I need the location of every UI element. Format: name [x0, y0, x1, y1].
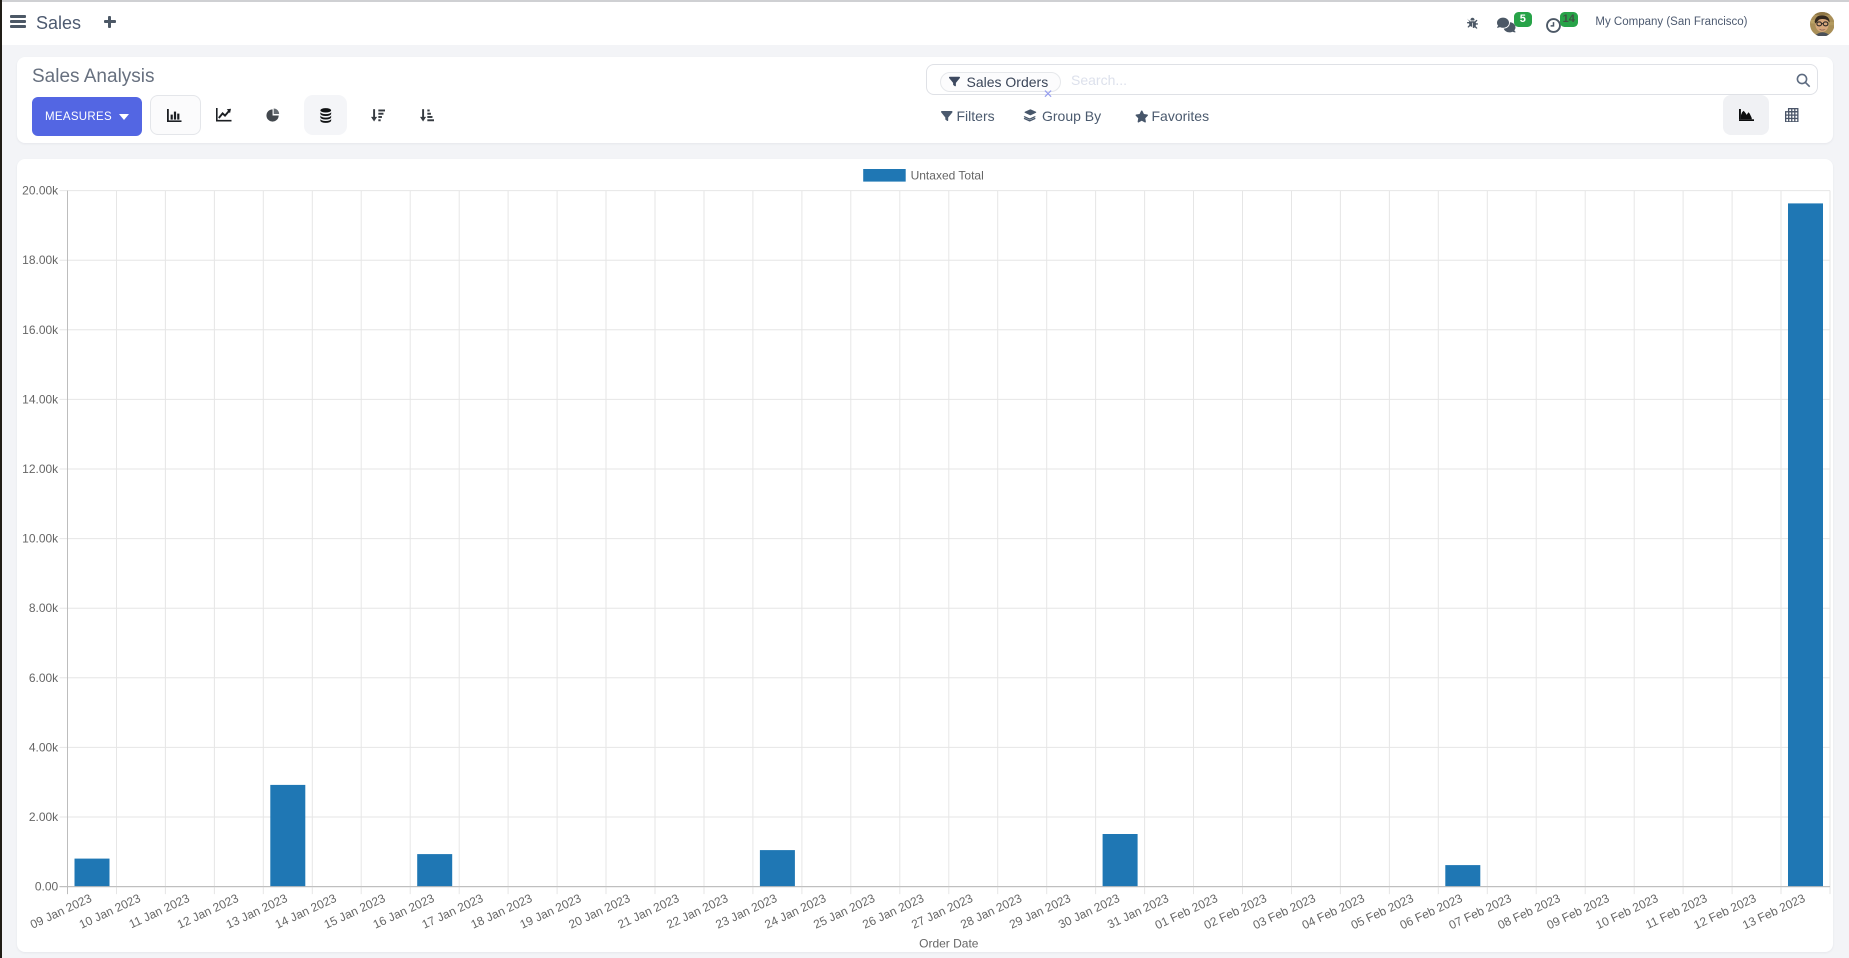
- svg-text:4.00k: 4.00k: [29, 740, 59, 754]
- svg-text:2.00k: 2.00k: [29, 810, 59, 824]
- svg-text:Untaxed Total: Untaxed Total: [911, 168, 984, 182]
- svg-text:8.00k: 8.00k: [29, 601, 59, 615]
- svg-text:18.00k: 18.00k: [22, 253, 59, 267]
- svg-text:14.00k: 14.00k: [22, 392, 59, 406]
- svg-text:20.00k: 20.00k: [22, 184, 59, 198]
- svg-text:Order Date: Order Date: [919, 937, 979, 951]
- svg-text:6.00k: 6.00k: [29, 671, 59, 685]
- svg-text:16.00k: 16.00k: [22, 323, 59, 337]
- svg-text:0.00: 0.00: [35, 880, 59, 894]
- svg-text:10.00k: 10.00k: [22, 532, 59, 546]
- svg-text:12.00k: 12.00k: [22, 462, 59, 476]
